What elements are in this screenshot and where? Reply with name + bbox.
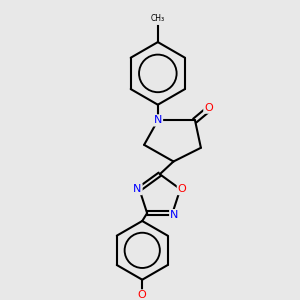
Text: N: N (170, 210, 178, 220)
Text: N: N (154, 116, 162, 125)
Text: N: N (133, 184, 142, 194)
Text: CH₃: CH₃ (151, 14, 165, 22)
Text: O: O (204, 103, 213, 113)
Text: O: O (178, 184, 187, 194)
Text: O: O (138, 290, 147, 300)
